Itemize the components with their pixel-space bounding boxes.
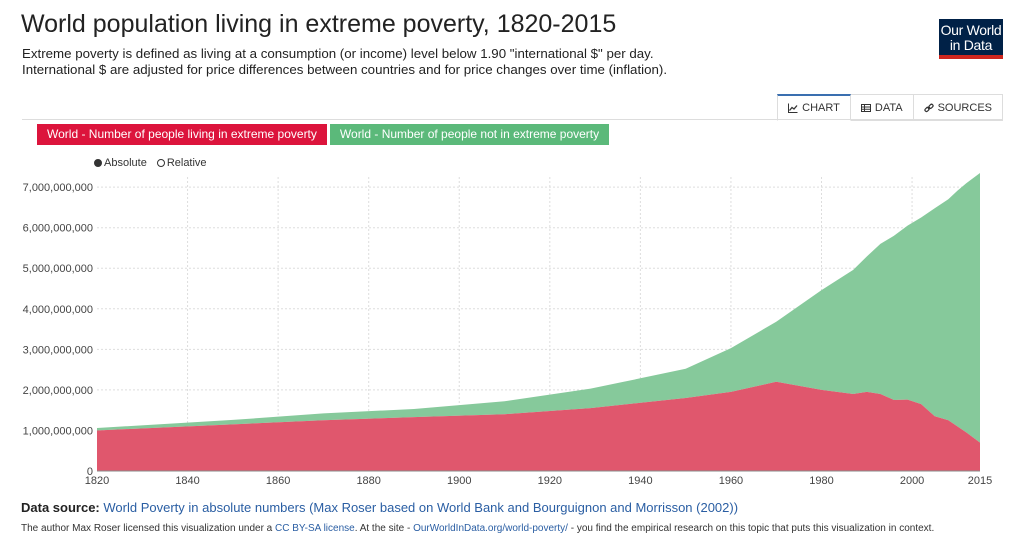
radio-dot-checked [94, 159, 102, 167]
absolute-label: Absolute [104, 157, 147, 169]
chart-subtitle: Extreme poverty is defined as living at … [22, 46, 667, 78]
license-pre: The author Max Roser licensed this visua… [21, 523, 276, 534]
legend-item-not-poverty[interactable]: World - Number of people not in extreme … [329, 124, 610, 145]
y-tick-label: 7,000,000,000 [23, 182, 93, 194]
subtitle-line-1: Extreme poverty is defined as living at … [22, 46, 654, 61]
license-mid: . At the site - [354, 523, 414, 534]
license-link[interactable]: CC BY-SA license [275, 523, 355, 534]
x-tick-label: 2015 [968, 475, 992, 487]
x-tick-label: 1880 [356, 475, 380, 487]
source-link[interactable]: World Poverty in absolute numbers (Max R… [103, 500, 739, 515]
area-extreme-poverty [97, 381, 980, 471]
view-tabs: CHART DATA SOURCES [777, 94, 1003, 121]
source-label: Data source: [21, 500, 100, 515]
y-tick-label: 4,000,000,000 [23, 304, 93, 316]
legend: World - Number of people living in extre… [37, 124, 610, 145]
x-tick-label: 1840 [175, 475, 199, 487]
x-tick-label: 1860 [266, 475, 290, 487]
header-divider [22, 119, 1003, 120]
y-tick-label: 0 [87, 466, 93, 478]
license-post: - you find the empirical research on thi… [567, 523, 935, 534]
relative-radio[interactable]: Relative [156, 157, 207, 169]
y-tick-label: 3,000,000,000 [23, 344, 93, 356]
x-tick-label: 1820 [85, 475, 109, 487]
x-tick-label: 1940 [628, 475, 652, 487]
tab-data[interactable]: DATA [850, 94, 914, 121]
line-chart-icon [788, 103, 798, 113]
chart-title: World population living in extreme pover… [21, 10, 617, 38]
link-icon [923, 103, 934, 113]
subtitle-line-2: International $ are adjusted for price d… [22, 62, 668, 77]
tab-sources[interactable]: SOURCES [913, 94, 1003, 121]
y-tick-label: 1,000,000,000 [23, 425, 93, 437]
x-tick-label: 1980 [809, 475, 833, 487]
y-tick-label: 6,000,000,000 [23, 223, 93, 235]
radio-dot-unchecked [156, 159, 165, 167]
y-tick-label: 2,000,000,000 [23, 385, 93, 397]
data-source: Data source: World Poverty in absolute n… [21, 500, 738, 515]
x-tick-label: 2000 [900, 475, 924, 487]
relative-label: Relative [166, 157, 207, 169]
x-tick-label: 1900 [447, 475, 471, 487]
area-not-in-poverty [97, 172, 980, 443]
tab-sources-label: SOURCES [937, 102, 992, 114]
x-tick-label: 1960 [719, 475, 743, 487]
y-tick-label: 5,000,000,000 [23, 263, 93, 275]
scale-mode-toggle: Absolute Relative [94, 157, 207, 169]
tab-chart-label: CHART [802, 102, 840, 114]
x-tick-label: 1920 [538, 475, 562, 487]
table-icon [860, 104, 871, 112]
tab-chart[interactable]: CHART [777, 94, 851, 121]
logo-line-1: Our World [940, 22, 1002, 38]
tab-data-label: DATA [874, 102, 903, 114]
site-link[interactable]: OurWorldInData.org/world-poverty/ [413, 523, 568, 534]
absolute-radio[interactable]: Absolute [94, 157, 147, 169]
license-note: The author Max Roser licensed this visua… [21, 523, 981, 535]
owid-logo[interactable]: Our World in Data [939, 19, 1003, 59]
legend-item-poverty[interactable]: World - Number of people living in extre… [37, 124, 327, 145]
logo-line-2: in Data [949, 37, 993, 53]
